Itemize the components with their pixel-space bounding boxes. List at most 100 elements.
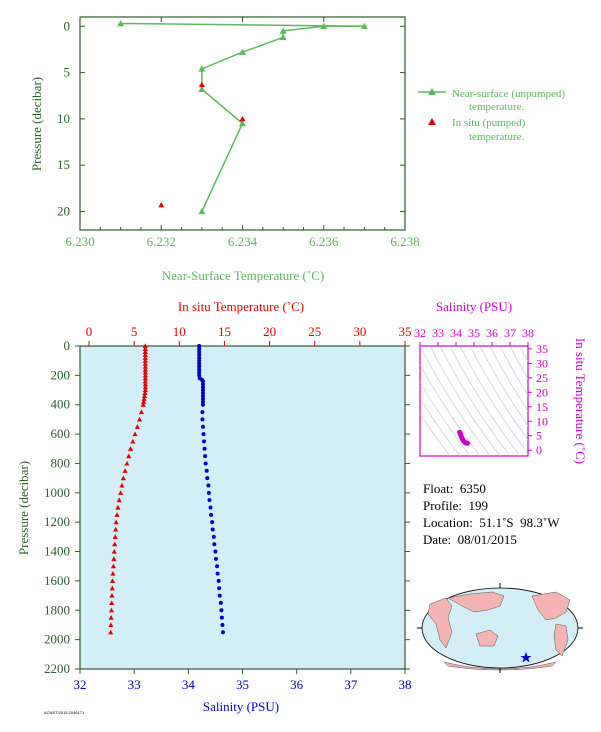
temperature-profile-point [111,556,117,561]
unpumped-temperature-point [279,27,287,34]
temperature-profile-point [142,387,148,393]
salinity-profile-point [200,396,205,401]
main-top-x-axis-label: In situ Temperature (˚C) [178,299,304,314]
temperature-profile-point [120,475,126,481]
top-x-tick-label: 6.230 [65,234,94,249]
density-contour [439,346,511,456]
top-y-tick-label: 10 [57,111,70,126]
temperature-profile-point [136,416,143,422]
temperature-profile-point [110,563,117,569]
ts-y-tick-label: 10 [536,414,548,428]
legend-green-marker [428,88,436,95]
ts-curve [457,429,471,446]
temperature-profile-point [142,384,148,390]
temperature-profile-point [132,431,138,437]
temperature-profile-point [142,372,148,378]
temperature-profile-point [119,482,125,488]
legend-pumped-label-2: temperature. [469,131,525,143]
ts-x-tick-label: 37 [504,326,516,340]
unpumped-temperature-line [120,22,365,212]
salinity-profile-point [197,364,202,369]
map-land-south-america [553,623,569,657]
ts-x-tick-label: 35 [468,326,480,340]
salinity-profile-point [200,390,205,395]
salinity-profile-point [197,346,202,351]
temperature-profile-point [108,615,114,620]
salinity-profile-point [219,615,224,620]
temperature-profile-point [142,375,148,381]
unpumped-temperature-point [239,120,246,127]
temperature-profile-point [109,585,115,591]
legend-unpumped-label-1: Near-surface (unpumped) [452,88,565,100]
top-y-axis-label: Pressure (decibar) [29,77,44,171]
density-contour [420,381,471,456]
salinity-profile-point [197,355,202,360]
temperature-profile-point [142,369,148,375]
salinity-profile-point [201,432,206,437]
salinity-profile-point [216,578,221,583]
temperature-profile-point [111,548,117,554]
ts-y-tick-label: 0 [536,443,542,457]
temperature-profile-point [142,349,148,354]
temperature-profile-point [142,366,148,372]
temperature-profile-point [134,424,140,429]
unpumped-temperature-point [198,65,206,72]
density-contour [479,346,528,427]
salinity-profile-point [203,454,208,459]
density-contour [459,346,528,454]
salinity-profile-point [207,498,212,503]
salinity-profile-point [218,600,223,605]
salinity-profile-point [212,542,217,547]
temperature-profile-point [108,607,115,613]
temperature-profile-point [124,460,130,466]
salinity-profile-point [200,385,205,390]
temperature-profile-point [138,409,144,415]
temperature-profile-point [108,629,114,635]
temperature-profile-point [127,446,134,451]
salinity-profile-point [200,424,205,429]
temperature-profile-point [142,358,148,363]
salinity-tick-label: 37 [344,677,358,692]
salinity-tick-label: 38 [399,677,412,692]
pressure-tick-label: 800 [51,455,71,470]
salinity-profile-point [197,358,202,363]
temperature-profile-point [141,393,148,398]
salinity-tick-label: 32 [74,677,87,692]
temperature-profile-point [112,534,118,539]
density-contour [420,346,491,456]
temperature-profile-point [116,497,122,503]
temperature-tick-label: 15 [218,324,231,339]
ts-x-axis-label: Salinity (PSU) [436,299,512,314]
pressure-tick-label: 1000 [44,485,70,500]
top-y-tick-label: 5 [64,65,71,80]
top-y-tick-label: 0 [64,18,71,33]
float-id: Float: 6350 [423,481,486,496]
density-contour [489,346,528,412]
temperature-profile-point [140,402,146,407]
ts-y-tick-label: 25 [536,371,548,385]
density-contour [420,364,481,456]
salinity-profile-point [213,556,218,561]
temperature-profile-point [142,355,148,360]
ts-y-tick-label: 5 [536,429,542,443]
temperature-tick-label: 10 [173,324,186,339]
pumped-temperature-point [198,81,205,88]
salinity-profile-point [217,586,222,591]
temperature-profile-point [108,622,114,628]
salinity-profile-point [197,352,202,357]
temperature-profile-point [109,592,115,598]
salinity-tick-label: 36 [290,677,304,692]
profile-chart: 0 5 10 15 20 25 30 35 32 33 34 35 36 37 38 0 200 400 600 80… [16,299,412,714]
density-contour [420,413,451,456]
pressure-tick-label: 1800 [44,602,70,617]
salinity-profile-point [206,490,211,495]
unpumped-temperature-point [198,85,206,93]
temperature-tick-label: 35 [399,324,412,339]
main-plot-background [79,345,406,670]
pressure-tick-label: 0 [64,338,71,353]
temperature-profile-point [142,361,148,366]
top-y-tick-label: 20 [57,203,70,218]
temperature-profile-point [126,453,132,459]
salinity-profile-point [197,367,202,372]
